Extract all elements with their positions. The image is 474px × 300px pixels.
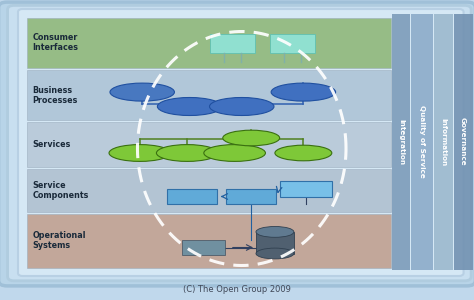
Ellipse shape [256, 226, 294, 237]
Bar [182, 240, 225, 255]
Ellipse shape [275, 145, 332, 161]
Bar [434, 14, 453, 270]
Text: Operational
Systems: Operational Systems [33, 231, 86, 250]
Text: Quality of Service: Quality of Service [419, 105, 425, 178]
Bar [27, 70, 391, 120]
Bar [167, 189, 217, 204]
Bar [227, 189, 276, 204]
Ellipse shape [204, 145, 265, 161]
Ellipse shape [157, 98, 222, 116]
Bar [27, 122, 391, 166]
FancyBboxPatch shape [8, 5, 471, 281]
Text: Consumer
Interfaces: Consumer Interfaces [33, 33, 79, 52]
Bar [27, 18, 391, 68]
Bar [392, 14, 410, 270]
Bar [454, 14, 473, 270]
Text: Governance: Governance [460, 117, 466, 166]
FancyBboxPatch shape [0, 2, 474, 286]
Ellipse shape [110, 83, 174, 101]
Text: Business
Processes: Business Processes [33, 85, 78, 105]
Text: (C) The Open Group 2009: (C) The Open Group 2009 [183, 285, 291, 294]
Text: Integration: Integration [399, 119, 404, 165]
Ellipse shape [271, 83, 336, 101]
FancyBboxPatch shape [18, 9, 464, 276]
Ellipse shape [210, 98, 274, 116]
Ellipse shape [156, 145, 218, 161]
Bar [210, 34, 255, 53]
Bar [280, 181, 332, 197]
Bar [27, 214, 391, 268]
Text: Services: Services [33, 140, 71, 149]
Bar [27, 169, 391, 211]
Ellipse shape [256, 248, 294, 259]
Text: Information: Information [440, 118, 446, 166]
Bar [256, 232, 294, 254]
Ellipse shape [109, 145, 171, 161]
Bar [270, 34, 315, 53]
Text: Service
Components: Service Components [33, 181, 89, 200]
Ellipse shape [223, 130, 280, 146]
Bar [411, 14, 433, 270]
